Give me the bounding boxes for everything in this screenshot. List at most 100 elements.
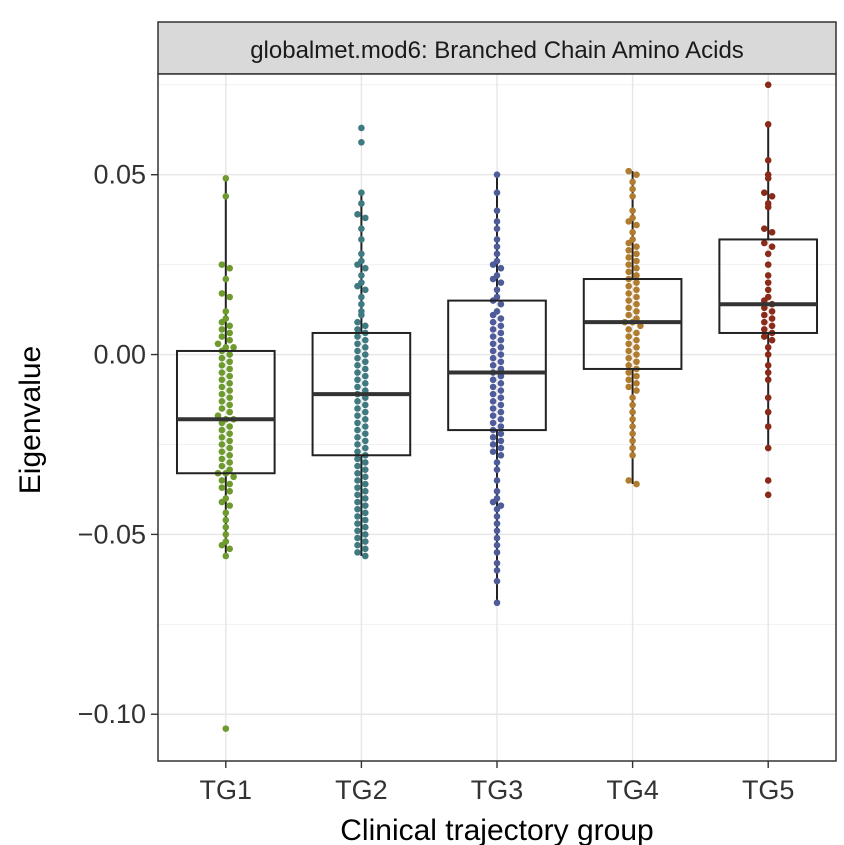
data-point	[497, 401, 505, 409]
data-point	[768, 315, 776, 322]
data-point	[497, 444, 505, 452]
data-point	[222, 552, 230, 560]
data-point	[354, 484, 361, 491]
data-point	[764, 81, 772, 89]
data-point	[764, 444, 772, 452]
data-point	[354, 469, 361, 477]
data-point	[633, 344, 640, 351]
data-point	[358, 225, 365, 232]
data-point	[218, 362, 226, 369]
data-point	[768, 228, 776, 236]
data-point	[764, 250, 772, 258]
data-point	[497, 336, 505, 344]
data-point	[354, 448, 361, 455]
data-point	[629, 423, 636, 430]
data-point	[768, 243, 776, 250]
data-point	[493, 466, 501, 473]
data-point	[230, 344, 237, 351]
x-tick-label: TG4	[606, 775, 659, 805]
data-point	[493, 286, 501, 294]
data-point	[489, 261, 497, 268]
data-point	[362, 437, 369, 445]
data-point	[633, 308, 640, 315]
data-point	[222, 531, 230, 538]
data-point	[493, 236, 501, 243]
data-point	[625, 333, 632, 340]
data-point	[354, 520, 361, 527]
data-point	[633, 358, 640, 366]
data-point	[497, 430, 505, 437]
data-point	[218, 477, 226, 484]
data-point	[362, 466, 369, 473]
data-point	[625, 261, 632, 268]
data-point	[497, 322, 505, 330]
data-point	[354, 347, 361, 355]
box-group-tg4	[582, 167, 683, 488]
data-point	[768, 322, 776, 330]
data-point	[764, 408, 772, 416]
data-point	[493, 559, 501, 567]
data-point	[226, 430, 233, 437]
data-point	[493, 225, 501, 232]
data-point	[222, 509, 230, 517]
box-group-tg3	[447, 171, 547, 607]
data-point	[226, 545, 233, 553]
strip-title: globalmet.mod6: Branched Chain Amino Aci…	[250, 37, 744, 64]
data-point	[358, 300, 365, 308]
data-point	[625, 376, 632, 384]
data-point	[226, 322, 233, 330]
data-point	[362, 502, 369, 509]
data-point	[489, 498, 497, 506]
data-point	[362, 473, 369, 481]
data-point	[629, 185, 636, 193]
y-tick-label: 0.05	[93, 160, 146, 190]
data-point	[629, 444, 636, 452]
data-point	[764, 369, 772, 376]
data-point	[764, 423, 772, 430]
x-tick-label: TG2	[335, 775, 388, 805]
data-point	[625, 311, 632, 319]
data-point	[218, 441, 226, 448]
data-point	[633, 264, 640, 272]
y-tick-label: 0.00	[93, 340, 146, 370]
data-point	[493, 541, 501, 549]
box-group-tg5	[718, 81, 819, 499]
x-tick-label: TG1	[200, 775, 253, 805]
data-point	[362, 545, 369, 553]
data-point	[497, 329, 505, 337]
data-point	[354, 505, 361, 513]
data-point	[362, 415, 369, 423]
data-point	[218, 455, 226, 463]
data-point	[493, 218, 501, 225]
data-point	[226, 487, 233, 495]
data-point	[493, 487, 501, 495]
data-point	[493, 567, 501, 574]
data-point	[489, 405, 497, 412]
data-point	[354, 477, 361, 484]
data-point	[625, 340, 632, 348]
data-point	[226, 387, 233, 394]
data-point	[362, 552, 369, 560]
data-point	[354, 455, 361, 463]
data-point	[489, 433, 497, 441]
data-point	[493, 599, 501, 607]
data-point	[222, 175, 230, 182]
data-layer	[175, 81, 819, 732]
data-point	[625, 282, 632, 290]
data-point	[489, 333, 497, 340]
data-point	[489, 419, 497, 427]
data-point	[489, 383, 497, 391]
data-point	[761, 225, 768, 232]
data-point	[226, 444, 233, 452]
data-point	[354, 398, 361, 405]
data-point	[354, 441, 361, 448]
data-point	[764, 351, 772, 358]
data-point	[625, 246, 632, 254]
data-point	[629, 451, 636, 459]
data-point	[222, 516, 230, 524]
data-point	[226, 293, 233, 301]
data-point	[629, 192, 636, 200]
data-point	[354, 333, 361, 340]
data-point	[354, 326, 361, 333]
